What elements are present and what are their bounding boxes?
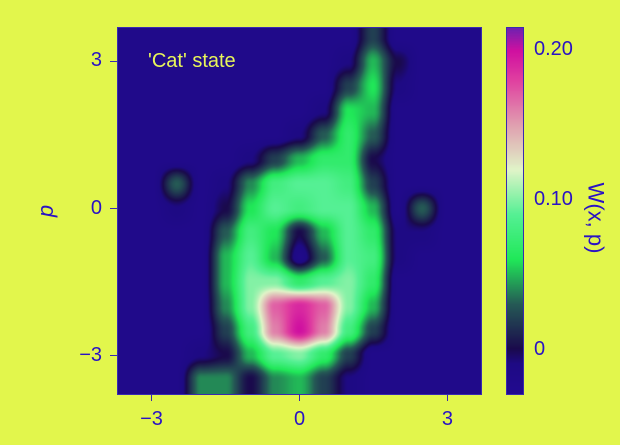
colorbar-tick-label: 0.10 — [534, 187, 573, 210]
x-tick-label: 3 — [441, 408, 454, 430]
x-tick-label: −3 — [140, 408, 163, 430]
colorbar-label: W(x, p) — [583, 182, 609, 254]
x-tick-mark — [299, 395, 300, 401]
wigner-heatmap — [117, 27, 482, 395]
colorbar-tick-label: 0.20 — [534, 37, 573, 60]
x-tick-mark — [446, 395, 448, 401]
y-tick-mark — [110, 355, 117, 357]
y-tick-label: 3 — [90, 49, 102, 72]
colorbar — [506, 27, 524, 395]
y-axis-label: p — [33, 204, 59, 218]
chart-title: 'Cat' state — [148, 50, 236, 72]
y-tick-label: 0 — [90, 196, 102, 219]
x-tick-mark — [151, 395, 153, 401]
y-tick-mark — [110, 208, 117, 210]
y-tick-label: −3 — [79, 343, 102, 366]
x-tick-label: 0 — [293, 408, 306, 430]
y-tick-mark — [110, 60, 117, 62]
colorbar-tick-label: 0 — [534, 337, 546, 360]
